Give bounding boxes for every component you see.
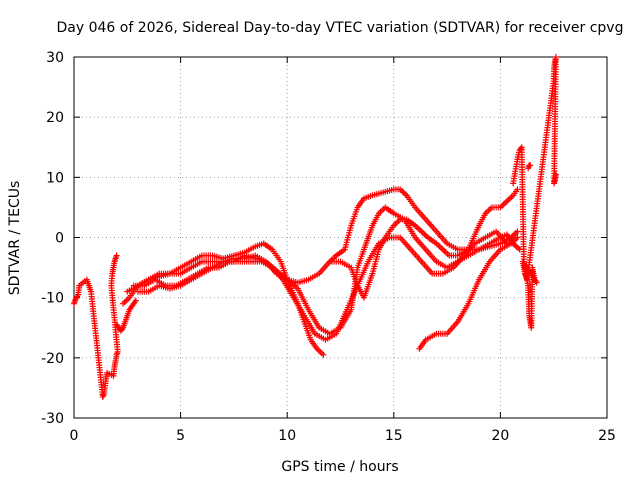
y-tick-label: -30 bbox=[41, 411, 64, 427]
data-points bbox=[71, 54, 559, 400]
data-point bbox=[113, 252, 120, 259]
y-tick-label: -10 bbox=[41, 291, 64, 307]
x-tick-label: 15 bbox=[385, 428, 403, 444]
data-point bbox=[73, 294, 80, 301]
grid bbox=[74, 57, 607, 418]
data-point bbox=[514, 228, 521, 235]
data-point bbox=[552, 171, 559, 178]
y-tick-label: -20 bbox=[41, 351, 64, 367]
y-tick-label: 10 bbox=[46, 170, 64, 186]
y-tick-label: 20 bbox=[46, 110, 64, 126]
data-point bbox=[320, 351, 327, 358]
y-tick-label: 0 bbox=[55, 231, 64, 247]
data-point bbox=[514, 186, 521, 193]
x-axis-label: GPS time / hours bbox=[281, 459, 398, 475]
x-tick-label: 10 bbox=[278, 428, 296, 444]
y-tick-label: 30 bbox=[46, 50, 64, 66]
x-tick-label: 20 bbox=[491, 428, 509, 444]
data-point bbox=[514, 234, 521, 241]
axis-ticks: 0 5 10 15 20 25 -30 -20 -10 0 10 20 30 bbox=[41, 50, 616, 444]
data-point bbox=[132, 297, 139, 304]
x-tick-label: 25 bbox=[598, 428, 616, 444]
plot-frame bbox=[73, 56, 608, 419]
chart-title: Day 046 of 2026, Sidereal Day-to-day VTE… bbox=[57, 20, 624, 36]
x-tick-label: 5 bbox=[176, 428, 185, 444]
data-point bbox=[527, 162, 534, 169]
y-axis-label: SDTVAR / TECUs bbox=[7, 181, 23, 296]
x-tick-label: 0 bbox=[70, 428, 79, 444]
